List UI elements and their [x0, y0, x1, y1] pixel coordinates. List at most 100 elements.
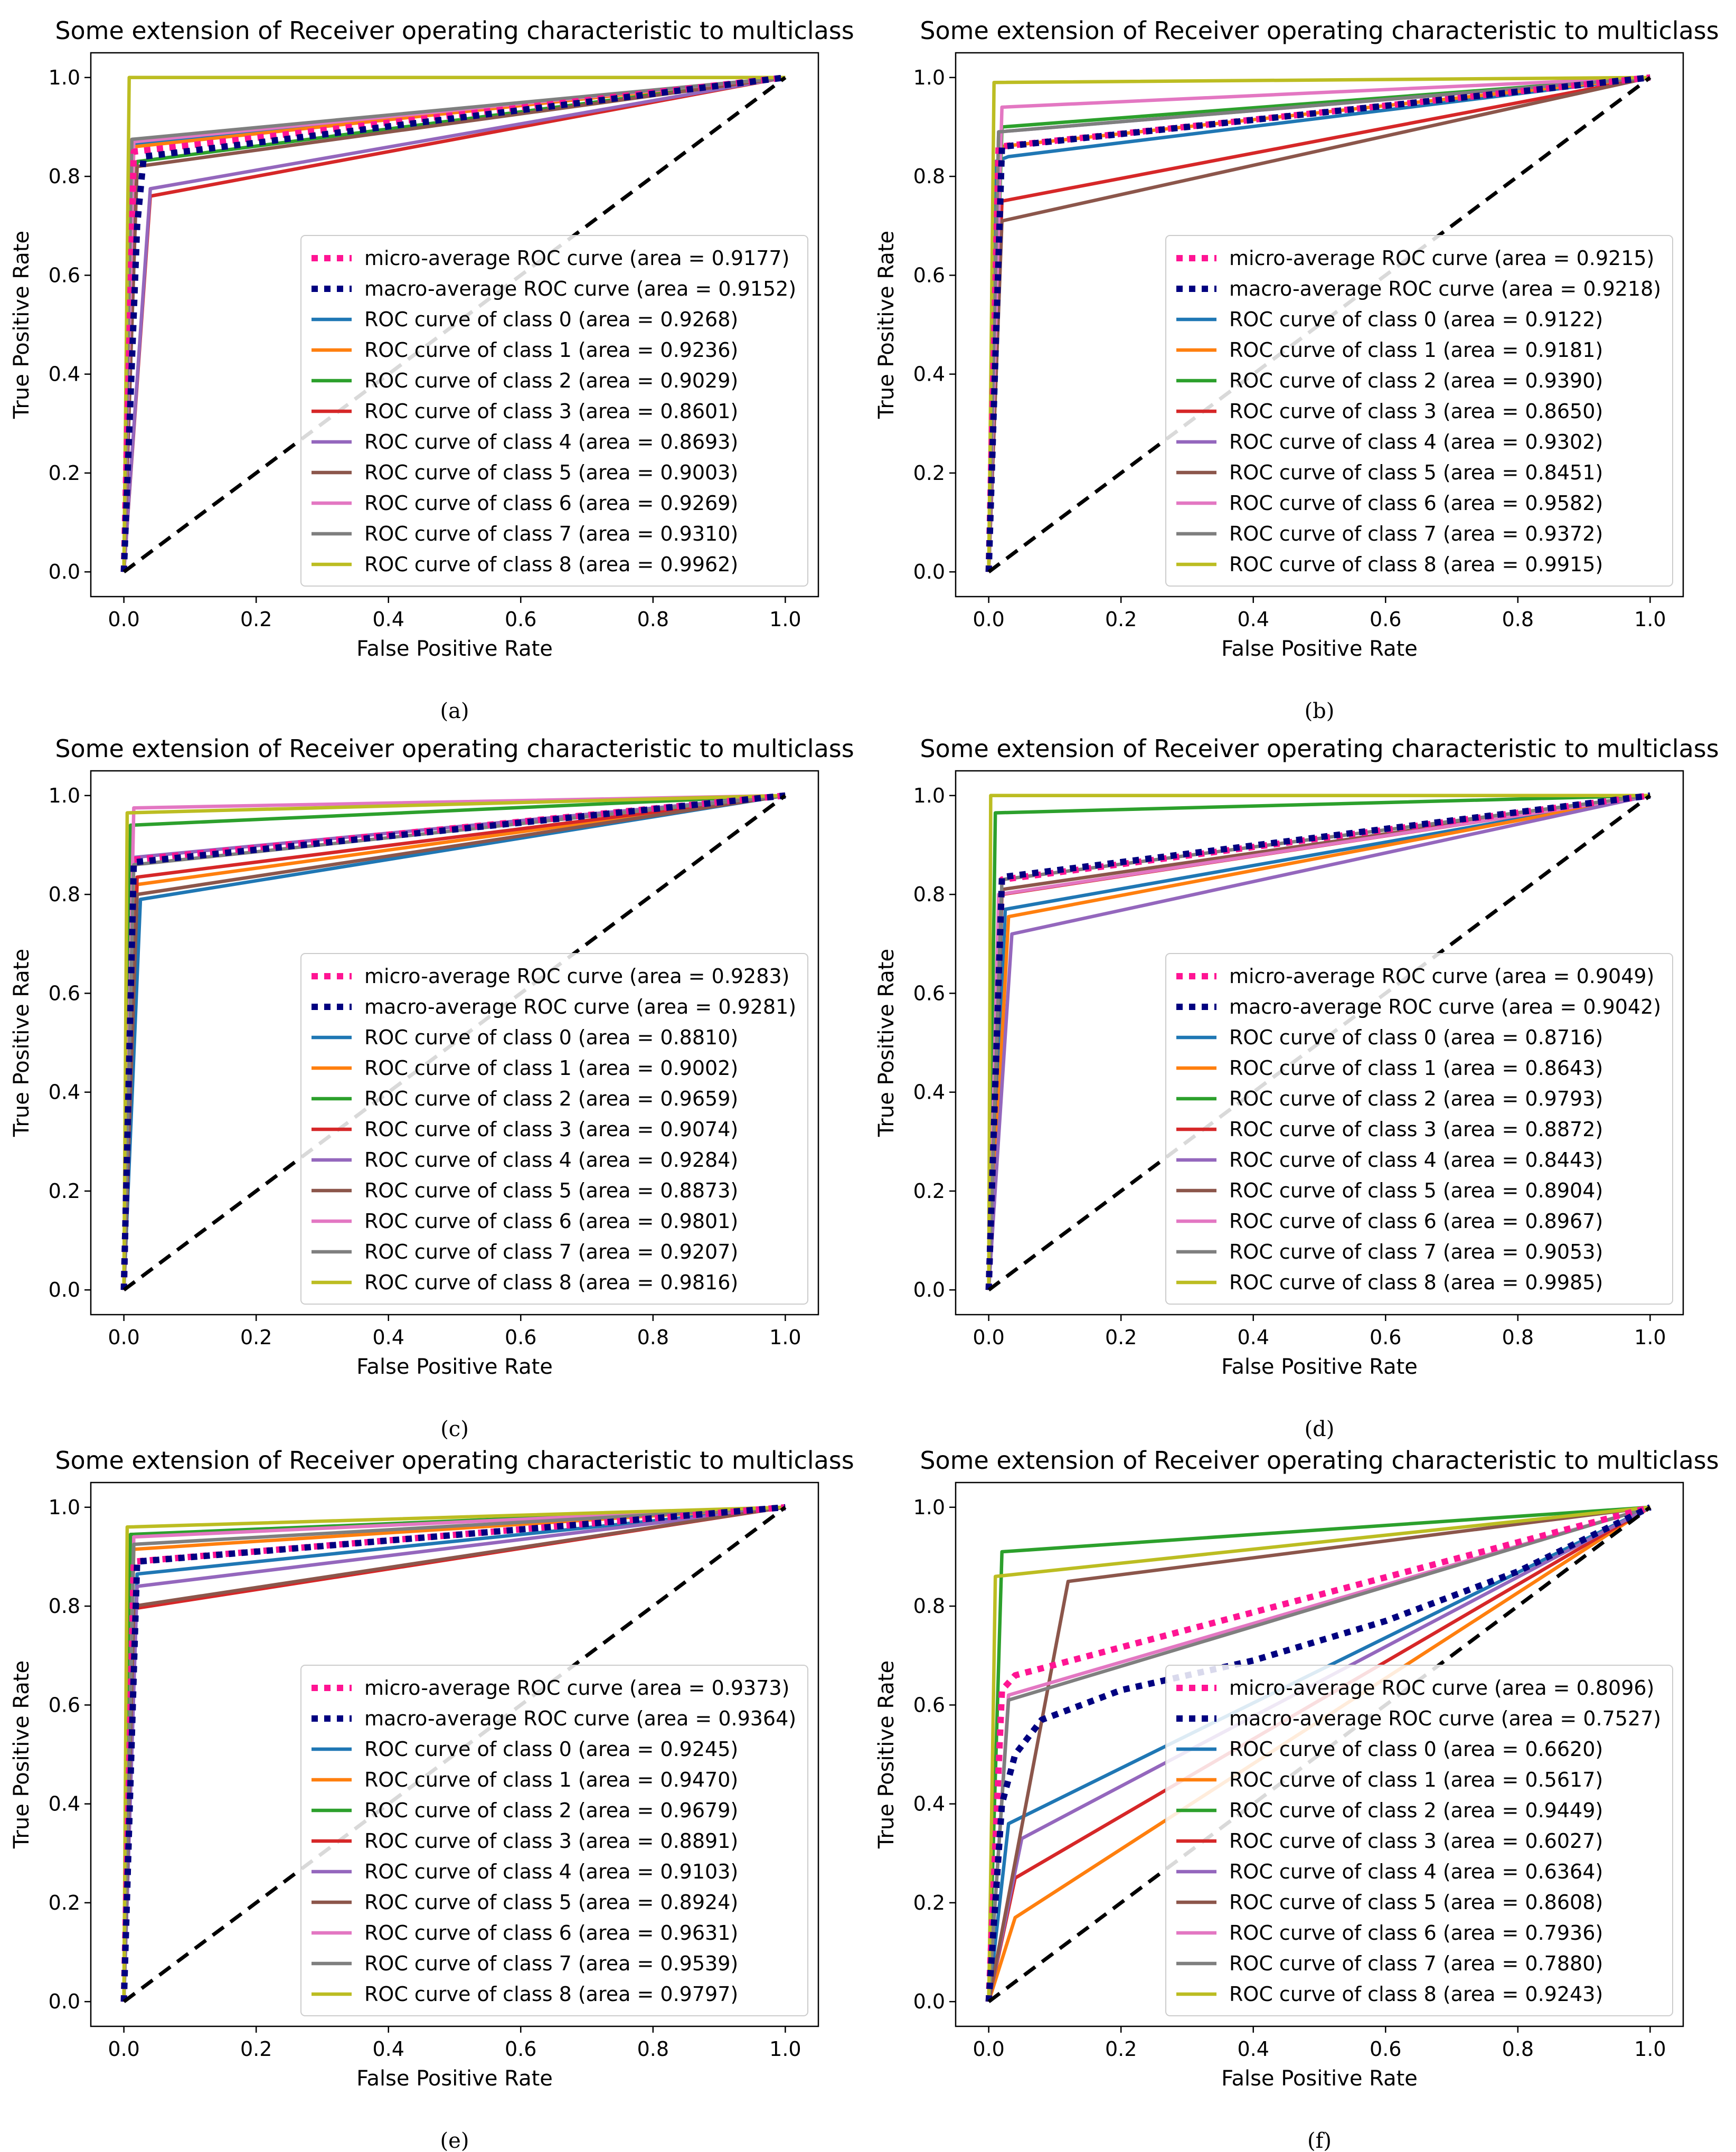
y-tick-label: 0.8: [913, 165, 945, 188]
x-tick-label: 0.6: [505, 1326, 536, 1349]
y-tick-label: 0.2: [49, 461, 80, 485]
y-tick-label: 0.0: [913, 1990, 945, 2013]
legend-entry: ROC curve of class 2 (area = 0.9449): [1229, 1799, 1603, 1822]
legend-entry: ROC curve of class 2 (area = 0.9679): [364, 1799, 738, 1822]
x-tick-label: 1.0: [769, 608, 801, 631]
class-0-curve: [987, 1505, 1651, 2002]
x-tick-label: 0.6: [1370, 1326, 1401, 1349]
macro-average-curve: [120, 74, 786, 572]
y-tick-label: 0.2: [913, 1891, 945, 1914]
curves-group: [120, 1504, 787, 2003]
y-axis-label: True Positive Rate: [10, 1660, 34, 1849]
legend-entry: ROC curve of class 8 (area = 0.9243): [1229, 1983, 1603, 2006]
roc-panel-2: Some extension of Receiver operating cha…: [874, 16, 1719, 723]
legend-entry: ROC curve of class 1 (area = 0.9236): [364, 338, 738, 362]
x-tick-label: 0.4: [373, 608, 404, 631]
class-8-curve: [122, 794, 786, 1290]
axes-frame: [955, 52, 1684, 598]
legend-entry: ROC curve of class 3 (area = 0.8872): [1229, 1118, 1603, 1141]
legend-entry: ROC curve of class 8 (area = 0.9985): [1229, 1271, 1603, 1294]
chart-title: Some extension of Receiver operating cha…: [55, 1446, 854, 1475]
x-tick-label: 1.0: [1634, 2037, 1666, 2061]
micro-average-curve: [120, 1504, 786, 2002]
curves-group: [985, 74, 1652, 573]
macro-average-curve: [120, 792, 786, 1290]
y-tick-label: 0.2: [49, 1179, 80, 1203]
legend-entry: ROC curve of class 5 (area = 0.8924): [364, 1891, 738, 1914]
legend-entry: ROC curve of class 0 (area = 0.8716): [1229, 1026, 1603, 1049]
legend-frame: [1165, 235, 1673, 587]
x-tick-label: 0.8: [1502, 608, 1534, 631]
legend-entry: ROC curve of class 1 (area = 0.8643): [1229, 1056, 1603, 1080]
legend: micro-average ROC curve (area = 0.9177) m…: [300, 235, 808, 587]
legend: micro-average ROC curve (area = 0.9373) m…: [300, 1665, 808, 2016]
chance-diagonal: [987, 76, 1652, 573]
x-tick-label: 0.0: [973, 1326, 1004, 1349]
chart-title: Some extension of Receiver operating cha…: [920, 734, 1719, 763]
x-tick-label: 0.8: [637, 1326, 669, 1349]
y-tick-label: 0.4: [49, 1081, 80, 1104]
y-tick-label: 1.0: [913, 1496, 945, 1519]
y-tick-label: 0.0: [49, 560, 80, 583]
x-tick-label: 1.0: [1634, 608, 1666, 631]
legend-entry: ROC curve of class 5 (area = 0.9003): [364, 461, 738, 484]
micro-average-curve: [985, 1504, 1651, 2002]
curves-group: [120, 792, 787, 1291]
y-tick-label: 0.6: [913, 981, 945, 1005]
legend-entry: micro-average ROC curve (area = 0.9215): [1229, 247, 1654, 270]
legend-entry: macro-average ROC curve (area = 0.9218): [1229, 277, 1661, 300]
legend-entry: ROC curve of class 1 (area = 0.9470): [364, 1768, 738, 1791]
legend-entry: ROC curve of class 2 (area = 0.9390): [1229, 369, 1603, 392]
panel-label: (e): [440, 2129, 469, 2152]
legend-entry: ROC curve of class 7 (area = 0.9310): [364, 522, 738, 545]
roc-panel-3: Some extension of Receiver operating cha…: [10, 734, 854, 1441]
legend-entry: ROC curve of class 3 (area = 0.6027): [1229, 1829, 1603, 1853]
class-7-curve: [987, 1505, 1651, 2002]
class-5-curve: [987, 1505, 1650, 2002]
curves-group: [120, 74, 787, 573]
legend-entry: ROC curve of class 4 (area = 0.6364): [1229, 1860, 1603, 1883]
roc-panel-5: Some extension of Receiver operating cha…: [10, 1446, 854, 2152]
legend-entry: ROC curve of class 6 (area = 0.7936): [1229, 1921, 1603, 1945]
legend-entry: ROC curve of class 8 (area = 0.9816): [364, 1271, 738, 1294]
legend-entry: micro-average ROC curve (area = 0.9049): [1229, 965, 1654, 988]
legend-entry: ROC curve of class 6 (area = 0.9582): [1229, 492, 1603, 515]
x-tick-label: 1.0: [1634, 1326, 1666, 1349]
x-tick-label: 1.0: [769, 2037, 801, 2061]
legend-entry: macro-average ROC curve (area = 0.9364): [364, 1707, 796, 1730]
y-axis-label: True Positive Rate: [10, 231, 34, 419]
axes-frame: [90, 52, 819, 598]
legend-entry: ROC curve of class 2 (area = 0.9793): [1229, 1087, 1603, 1110]
legend-entry: ROC curve of class 6 (area = 0.8967): [1229, 1210, 1603, 1233]
axes-frame: [955, 1481, 1684, 2027]
legend-entry: ROC curve of class 0 (area = 0.9245): [364, 1738, 738, 1761]
x-tick-label: 0.0: [973, 608, 1004, 631]
legend-entry: ROC curve of class 7 (area = 0.9539): [364, 1952, 738, 1975]
legend-entry: ROC curve of class 4 (area = 0.9103): [364, 1860, 738, 1883]
legend-entry: ROC curve of class 2 (area = 0.9029): [364, 369, 738, 392]
y-axis-label: True Positive Rate: [874, 1660, 899, 1849]
legend-entry: macro-average ROC curve (area = 0.9042): [1229, 995, 1661, 1018]
legend: micro-average ROC curve (area = 0.9283) m…: [300, 953, 808, 1305]
roc-panel-1: Some extension of Receiver operating cha…: [10, 16, 854, 723]
x-tick-label: 0.6: [1370, 2037, 1401, 2061]
legend-entry: ROC curve of class 1 (area = 0.5617): [1229, 1768, 1603, 1791]
x-tick-label: 0.6: [505, 608, 536, 631]
legend-entry: ROC curve of class 3 (area = 0.8601): [364, 400, 738, 423]
chance-diagonal: [987, 794, 1652, 1291]
x-tick-label: 0.0: [108, 608, 139, 631]
x-tick-label: 1.0: [769, 1326, 801, 1349]
y-tick-label: 0.8: [49, 165, 80, 188]
axes-frame: [90, 770, 819, 1316]
y-tick-label: 0.6: [913, 263, 945, 287]
legend-entry: ROC curve of class 0 (area = 0.9268): [364, 308, 738, 331]
y-tick-label: 0.8: [49, 883, 80, 906]
x-tick-label: 0.0: [108, 2037, 139, 2061]
y-tick-label: 0.0: [49, 1990, 80, 2013]
legend: micro-average ROC curve (area = 0.8096) m…: [1165, 1665, 1673, 2016]
legend: micro-average ROC curve (area = 0.9049) m…: [1165, 953, 1673, 1305]
legend-entry: macro-average ROC curve (area = 0.7527): [1229, 1707, 1661, 1730]
x-tick-label: 0.8: [637, 2037, 669, 2061]
class-2-curve: [987, 1505, 1650, 2002]
panel-label: (d): [1305, 1417, 1335, 1441]
